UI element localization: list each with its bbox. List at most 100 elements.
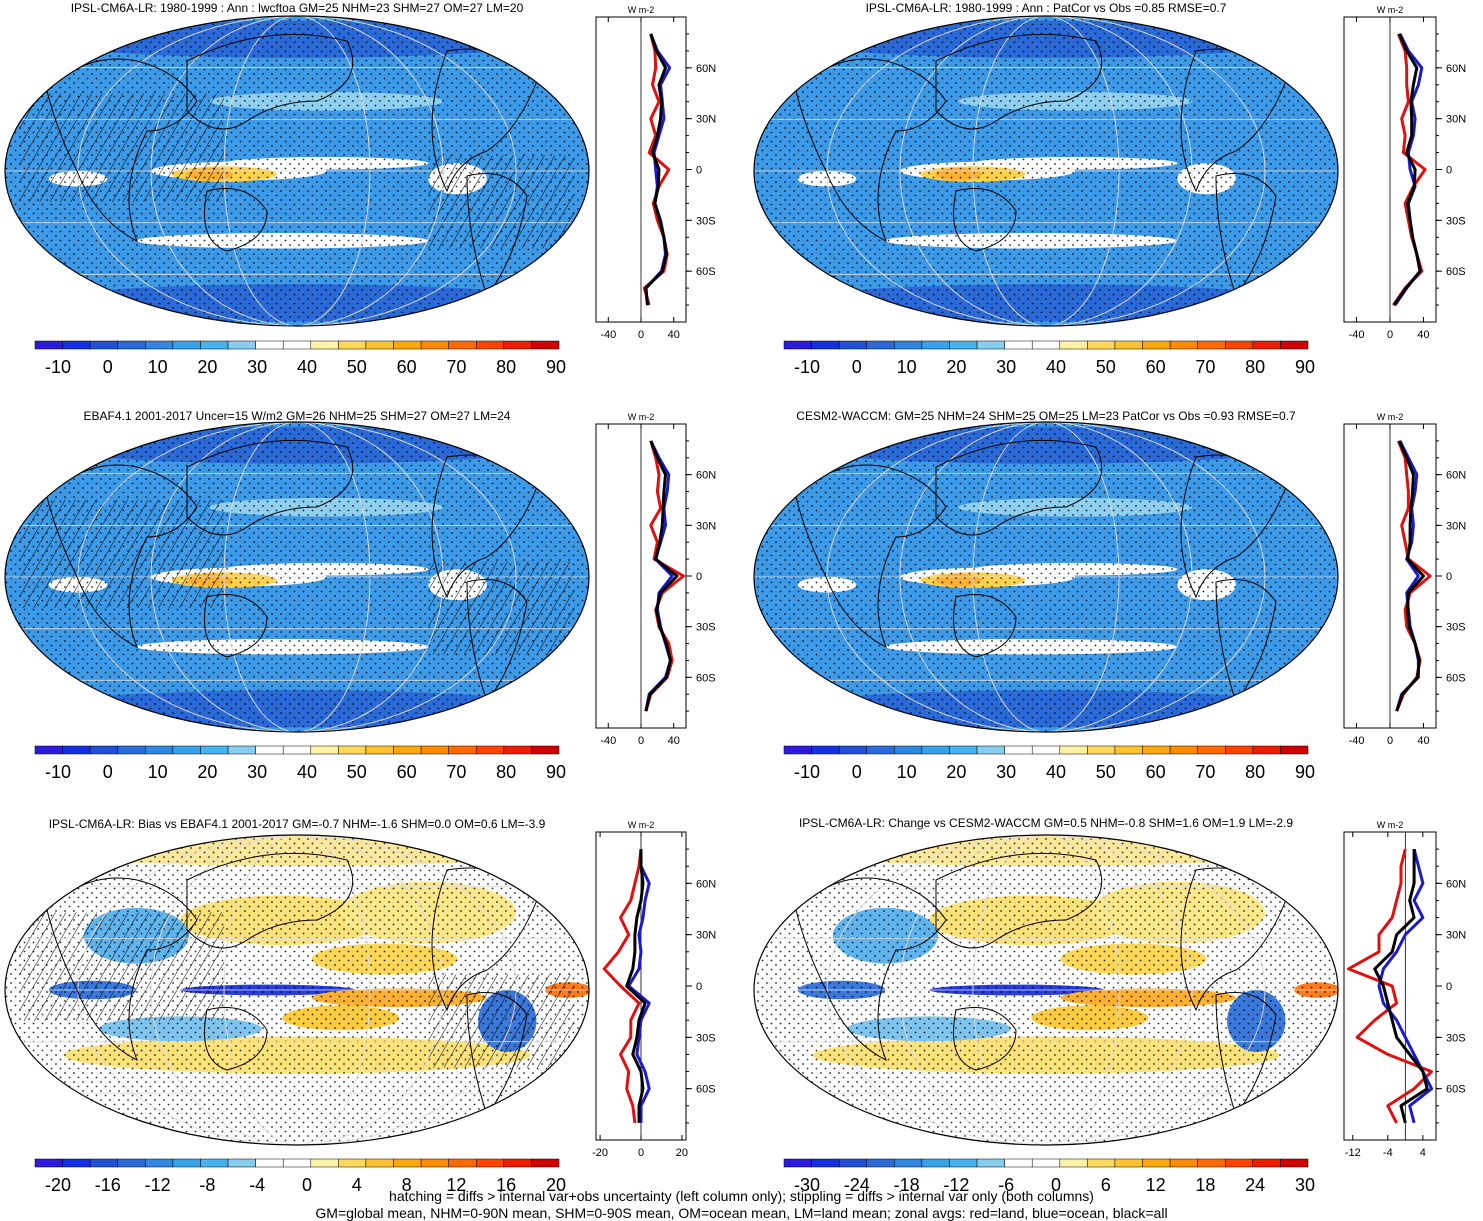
colorbar-swatch bbox=[1169, 340, 1198, 350]
colorbar-swatch bbox=[393, 745, 422, 755]
colorbar-swatch bbox=[172, 745, 201, 755]
lat-tick-label: 60S bbox=[1446, 1084, 1466, 1096]
colorbar-swatch bbox=[310, 340, 339, 350]
colorbar-tick-label: 50 bbox=[1096, 762, 1116, 782]
colorbar-swatch bbox=[1004, 1158, 1033, 1168]
lat-tick-label: 60N bbox=[696, 878, 716, 890]
colorbar-swatch bbox=[1142, 745, 1171, 755]
colorbar-swatch bbox=[117, 340, 146, 350]
colorbar-swatch bbox=[1252, 340, 1281, 350]
colorbar-tick-label: 30 bbox=[1295, 1175, 1315, 1195]
colorbar: -20 -16 -12 -8 -4 0 4 8 12 16 20 bbox=[34, 1158, 566, 1195]
panel-3: EBAF4.1 2001-2017 Uncer=15 W/m2 GM=26 NH… bbox=[4, 409, 716, 782]
colorbar-swatch bbox=[338, 745, 367, 755]
value-tick-label: 40 bbox=[1417, 735, 1429, 747]
colorbar-tick-label: 90 bbox=[546, 762, 566, 782]
colorbar-tick-label: 6 bbox=[1101, 1175, 1111, 1195]
colorbar-swatch bbox=[1197, 1158, 1226, 1168]
colorbar-swatch bbox=[282, 1158, 312, 1168]
colorbar-swatch bbox=[921, 340, 950, 350]
colorbar-swatch bbox=[838, 745, 867, 755]
colorbar-swatch bbox=[1169, 745, 1198, 755]
colorbar-tick-label: -20 bbox=[45, 1175, 71, 1195]
colorbar-swatch bbox=[338, 1158, 367, 1168]
zonal-curve-all bbox=[644, 33, 668, 306]
lat-tick-label: 0 bbox=[696, 981, 702, 993]
colorbar-swatch bbox=[448, 1158, 477, 1168]
colorbar-tick-label: 50 bbox=[347, 762, 367, 782]
colorbar-swatch bbox=[145, 745, 174, 755]
map-field bbox=[754, 422, 1338, 732]
colorbar-swatch bbox=[255, 1158, 284, 1168]
colorbar-tick-label: 0 bbox=[852, 357, 862, 377]
value-tick-label: -40 bbox=[600, 735, 616, 747]
colorbar: -10 0 10 20 30 40 50 60 70 80 90 bbox=[34, 745, 566, 782]
lat-tick-label: 30S bbox=[1446, 215, 1466, 227]
hatching-overlay bbox=[428, 974, 575, 1068]
value-tick-label: 0 bbox=[1387, 329, 1393, 341]
coastlines bbox=[46, 852, 538, 1117]
colorbar-swatch bbox=[866, 340, 895, 350]
panel-4: CESM2-WACCM: GM=25 NHM=24 SHM=25 OM=25 L… bbox=[753, 409, 1466, 782]
zonal-curve-all bbox=[1392, 33, 1422, 306]
colorbar-tick-label: 80 bbox=[1245, 762, 1265, 782]
colorbar-swatch bbox=[976, 340, 1005, 350]
colorbar-swatch bbox=[255, 340, 284, 350]
colorbar-tick-label: 50 bbox=[347, 357, 367, 377]
value-tick-label: -12 bbox=[1345, 1147, 1361, 1159]
colorbar-swatch bbox=[117, 745, 146, 755]
panel-title: IPSL-CM6A-LR: 1980-1999 : Ann : lwcftoa … bbox=[71, 1, 524, 15]
value-tick-label: 20 bbox=[676, 1147, 688, 1159]
colorbar-tick-label: 12 bbox=[446, 1175, 466, 1195]
lat-tick-label: 30S bbox=[696, 1032, 716, 1044]
panel-1: IPSL-CM6A-LR: 1980-1999 : Ann : lwcftoa … bbox=[4, 1, 716, 377]
colorbar-swatch bbox=[1252, 1158, 1281, 1168]
zonal-curve-all bbox=[1373, 849, 1429, 1124]
colorbar-swatch bbox=[476, 745, 505, 755]
value-tick-label: 0 bbox=[638, 329, 644, 341]
colorbar-swatch bbox=[1004, 745, 1033, 755]
colorbar-tick-label: 10 bbox=[148, 357, 168, 377]
colorbar-swatch bbox=[200, 340, 229, 350]
colorbar-swatch bbox=[1059, 1158, 1088, 1168]
colorbar-swatch bbox=[811, 745, 840, 755]
lat-tick-label: 30N bbox=[696, 930, 716, 942]
colorbar-swatch bbox=[448, 745, 477, 755]
colorbar-tick-label: -18 bbox=[894, 1175, 920, 1195]
colorbar-swatch bbox=[976, 745, 1005, 755]
lat-tick-label: 30N bbox=[696, 520, 716, 532]
hatching-overlay bbox=[19, 912, 224, 1021]
colorbar-tick-label: 30 bbox=[996, 762, 1016, 782]
colorbar-swatch bbox=[420, 1158, 449, 1168]
colorbar-swatch bbox=[1114, 1158, 1143, 1168]
colorbar-swatch bbox=[1225, 340, 1254, 350]
colorbar-tick-label: 60 bbox=[397, 357, 417, 377]
colorbar-tick-label: 24 bbox=[1245, 1175, 1265, 1195]
graticule bbox=[754, 835, 1338, 1145]
colorbar-tick-label: 30 bbox=[247, 357, 267, 377]
lat-tick-label: 60S bbox=[696, 1084, 716, 1096]
colorbar-swatch bbox=[1087, 340, 1116, 350]
colorbar-swatch bbox=[365, 340, 394, 350]
lat-tick-label: 60N bbox=[696, 63, 716, 75]
colorbar-swatch bbox=[1280, 1158, 1309, 1168]
unit-label: W m-2 bbox=[1377, 820, 1404, 830]
footer-note-hatching: hatching = diffs > internal var+obs unce… bbox=[389, 1188, 1094, 1204]
colorbar-swatch bbox=[1225, 745, 1254, 755]
zonal-mean-plot: 60N 30N 0 30S 60S -40 0 40 W m-2 bbox=[595, 5, 716, 341]
panel-2: IPSL-CM6A-LR: 1980-1999 : Ann : PatCor v… bbox=[753, 1, 1466, 377]
colorbar-swatch bbox=[34, 340, 63, 350]
colorbar-swatch bbox=[531, 340, 560, 350]
colorbar: -30 -24 -18 -12 -6 0 6 12 18 24 30 bbox=[783, 1158, 1315, 1195]
colorbar-swatch bbox=[62, 745, 91, 755]
colorbar-tick-label: -12 bbox=[943, 1175, 969, 1195]
colorbar-tick-label: -24 bbox=[844, 1175, 870, 1195]
colorbar-tick-label: 40 bbox=[1046, 357, 1066, 377]
colorbar-swatch bbox=[420, 745, 449, 755]
colorbar-swatch bbox=[1087, 1158, 1116, 1168]
colorbar-swatch bbox=[1142, 340, 1171, 350]
colorbar-swatch bbox=[476, 1158, 505, 1168]
colorbar-swatch bbox=[783, 340, 812, 350]
colorbar-swatch bbox=[1169, 1158, 1198, 1168]
